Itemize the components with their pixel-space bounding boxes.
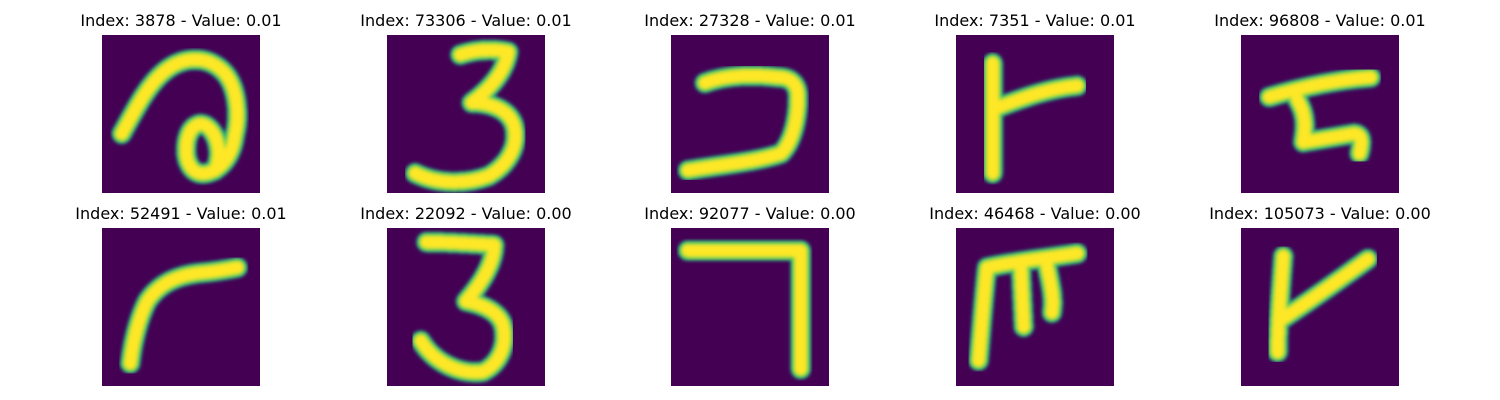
digit-image xyxy=(1241,35,1399,193)
stroke-core xyxy=(681,244,807,376)
stroke-core xyxy=(115,53,244,180)
panel-title: Index: 46468 - Value: 0.00 xyxy=(929,204,1141,223)
panel-title: Index: 3878 - Value: 0.01 xyxy=(80,11,282,30)
digit-svg xyxy=(102,228,260,386)
digit-image xyxy=(671,228,829,386)
stroke-core xyxy=(972,247,1084,367)
panel-title: Index: 73306 - Value: 0.01 xyxy=(360,11,572,30)
panel-title: Index: 92077 - Value: 0.00 xyxy=(644,204,856,223)
digit-svg xyxy=(671,35,829,193)
panel-title: Index: 22092 - Value: 0.00 xyxy=(360,204,572,223)
digit-svg xyxy=(102,35,260,193)
panel-title: Index: 27328 - Value: 0.01 xyxy=(644,11,856,30)
digit-svg xyxy=(956,35,1114,193)
digit-image xyxy=(102,35,260,193)
digit-svg xyxy=(671,228,829,386)
image-background xyxy=(956,35,1114,193)
image-background xyxy=(1241,228,1399,386)
digit-image xyxy=(956,228,1114,386)
digit-image xyxy=(671,35,829,193)
stroke-core xyxy=(1263,71,1377,160)
stroke-core xyxy=(1271,250,1375,359)
digit-svg xyxy=(1241,228,1399,386)
digit-svg xyxy=(1241,35,1399,193)
digit-svg xyxy=(956,228,1114,386)
digit-image xyxy=(387,35,545,193)
stroke-core xyxy=(409,43,522,189)
stroke-core xyxy=(414,235,511,379)
stroke-core xyxy=(681,69,805,177)
digit-svg xyxy=(387,228,545,386)
image-background xyxy=(1241,35,1399,193)
panel-title: Index: 7351 - Value: 0.01 xyxy=(934,11,1136,30)
panel-title: Index: 96808 - Value: 0.01 xyxy=(1214,11,1426,30)
digit-image xyxy=(387,228,545,386)
stroke-core xyxy=(124,261,244,370)
digit-image xyxy=(956,35,1114,193)
digit-image xyxy=(1241,228,1399,386)
panel-title: Index: 105073 - Value: 0.00 xyxy=(1209,204,1431,223)
digit-svg xyxy=(387,35,545,193)
panel-title: Index: 52491 - Value: 0.01 xyxy=(75,204,287,223)
digit-image xyxy=(102,228,260,386)
stroke-core xyxy=(986,57,1084,180)
